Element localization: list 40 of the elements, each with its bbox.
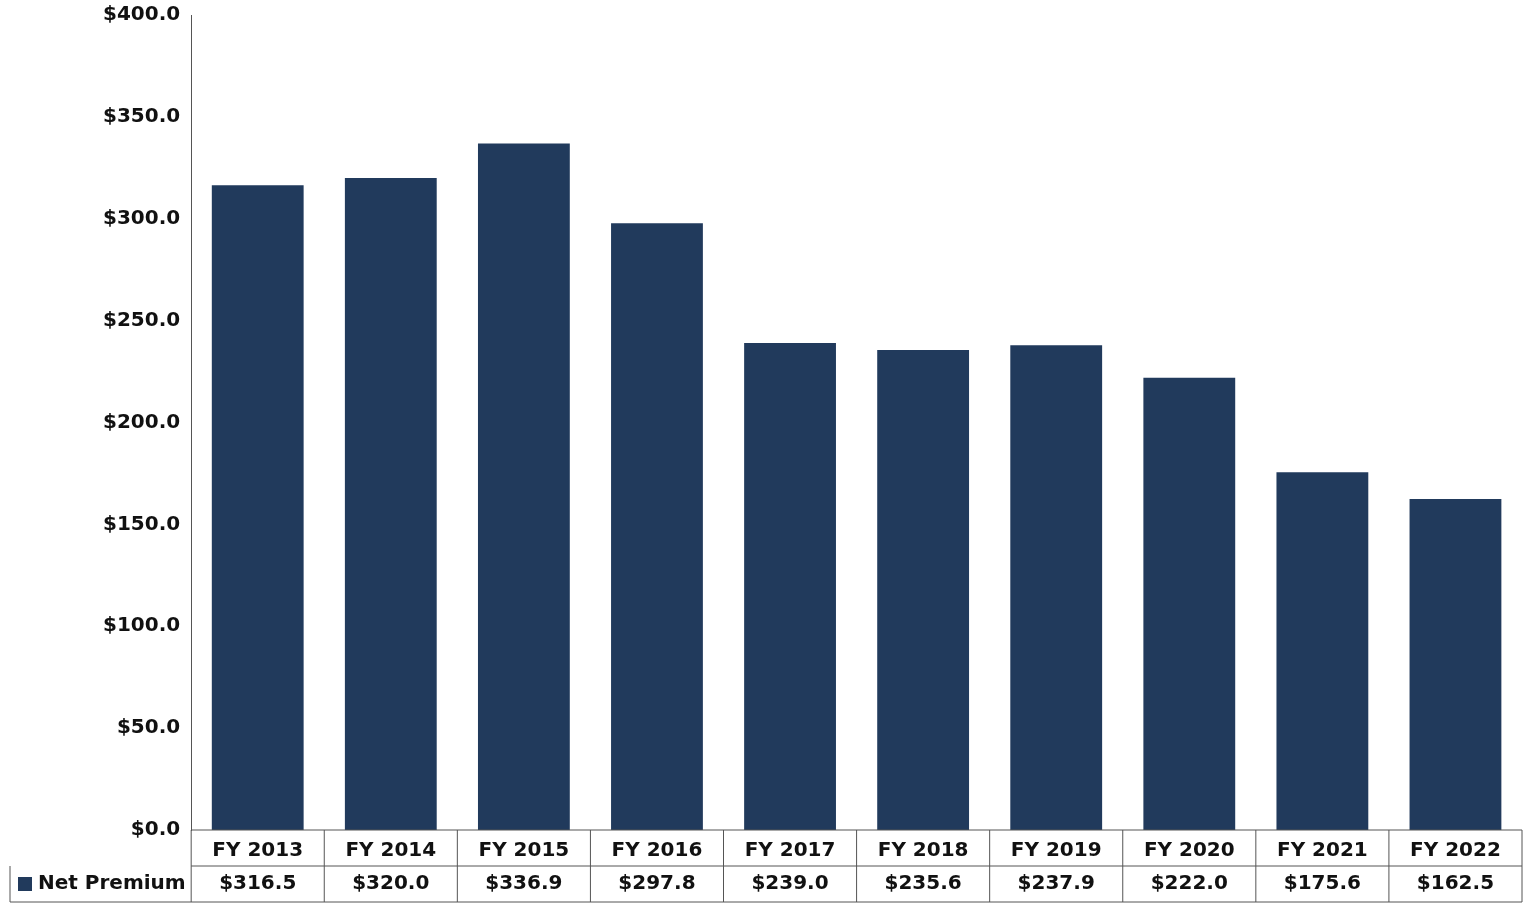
bar: [1010, 345, 1103, 830]
x-tick-label: FY 2019: [1010, 837, 1102, 862]
legend-label: Net Premium: [38, 870, 186, 895]
data-label: $175.6: [1283, 870, 1361, 895]
x-tick-label: FY 2018: [877, 837, 969, 862]
x-tick-label: FY 2013: [212, 837, 304, 862]
data-label: $235.6: [884, 870, 962, 895]
bar: [211, 185, 304, 830]
data-label: $316.5: [219, 870, 297, 895]
data-label: $222.0: [1150, 870, 1228, 895]
x-tick-label: FY 2020: [1143, 837, 1235, 862]
y-tick-label: $100.0: [102, 612, 181, 637]
y-tick-label: $150.0: [102, 510, 181, 535]
bar: [477, 143, 570, 830]
x-tick-label: FY 2021: [1276, 837, 1368, 862]
y-tick-label: $200.0: [102, 408, 181, 433]
bar: [1276, 472, 1369, 830]
data-label: $162.5: [1416, 870, 1495, 895]
y-tick-label: $400.0: [102, 1, 181, 26]
data-label: $320.0: [352, 870, 430, 895]
y-tick-label: $350.0: [102, 103, 181, 128]
y-tick-label: $0.0: [130, 816, 181, 841]
bar: [344, 178, 437, 830]
x-tick-label: FY 2022: [1410, 837, 1501, 862]
data-label: $336.9: [485, 870, 563, 895]
x-tick-label: FY 2016: [611, 837, 703, 862]
x-tick-label: FY 2014: [345, 837, 437, 862]
bar: [744, 343, 836, 830]
y-tick-label: $250.0: [102, 306, 181, 331]
data-label: $239.0: [751, 870, 829, 895]
data-label: $237.9: [1017, 870, 1095, 895]
y-tick-label: $50.0: [116, 714, 181, 739]
y-tick-label: $300.0: [102, 204, 181, 229]
x-tick-label: FY 2017: [744, 837, 836, 862]
x-tick-label: FY 2015: [478, 837, 570, 862]
bar: [877, 349, 970, 830]
bar: [1409, 498, 1502, 830]
bar: [611, 223, 703, 830]
bar: [1143, 377, 1236, 830]
data-label: $297.8: [618, 870, 696, 895]
